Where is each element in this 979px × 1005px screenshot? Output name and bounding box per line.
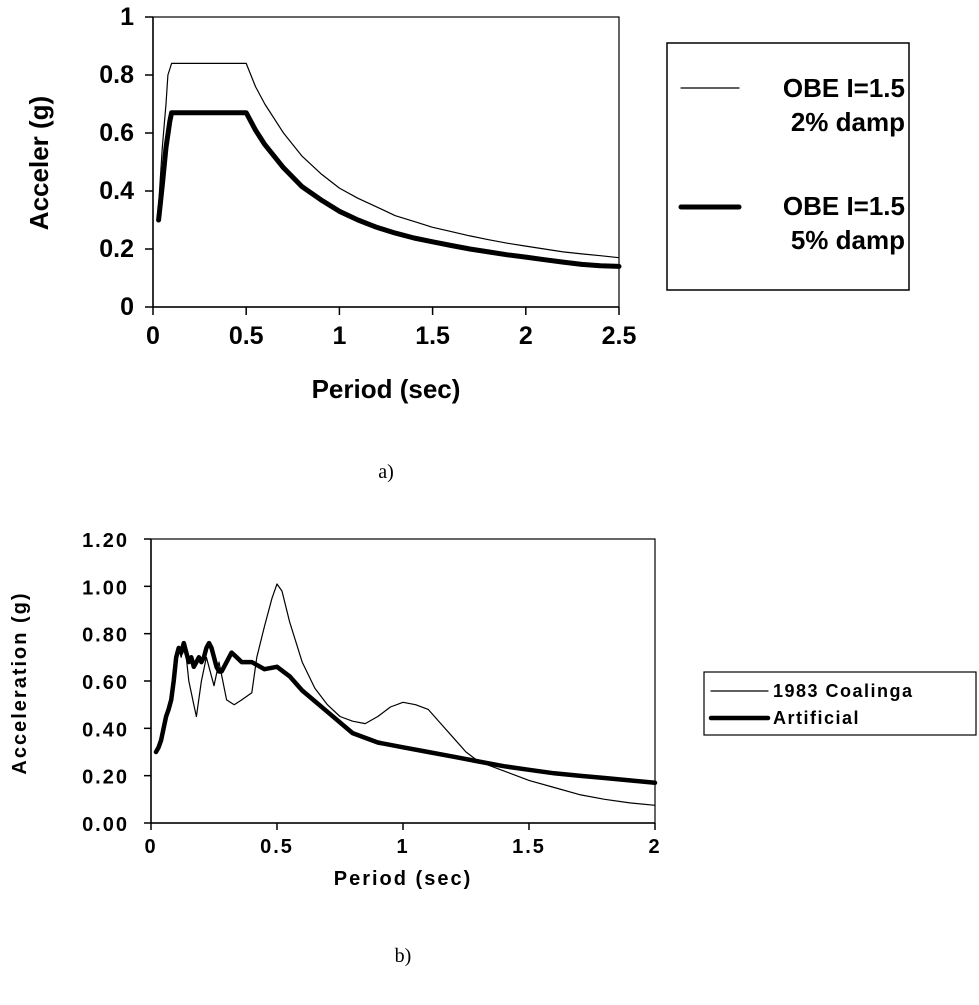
chart-a-y-tick-label: 0.8 (99, 61, 134, 89)
chart-a-x-tick-label: 1.5 (415, 322, 450, 350)
chart-a-y-tick-label: 0.6 (99, 119, 134, 147)
chart-a-x-tick-label: 2 (519, 322, 533, 350)
chart-b-y-tick-label: 0.40 (82, 719, 129, 741)
chart-b-legend-label-1: 1983 Coalinga (773, 681, 914, 701)
chart-a-y-tick-label: 1 (120, 3, 134, 31)
chart-a-legend: OBE I=1.5 2% damp OBE I=1.5 5% damp (666, 42, 910, 291)
chart-a-y-tick-label: 0.2 (99, 235, 134, 263)
chart-b-y-tick-label: 1.00 (82, 577, 129, 599)
chart-b-series-2-line (153, 640, 658, 786)
chart-b-legend-label-2: Artificial (773, 708, 860, 728)
chart-b-x-tick-label: 2 (648, 836, 661, 858)
chart-a-y-tick-label: 0 (120, 293, 134, 321)
chart-b-y-tick-label: 0.60 (82, 672, 129, 694)
chart-b-x-tick-label: 0 (144, 836, 157, 858)
chart-a-y-axis-title: Acceler (g) (24, 96, 54, 230)
chart-a-axes (152, 17, 619, 308)
chart-b-axes (150, 539, 655, 824)
chart-a-x-axis-title: Period (sec) (312, 374, 461, 404)
chart-b-series-1-line (155, 583, 656, 806)
chart-a-legend-box (666, 42, 910, 291)
chart-b: 0.00 0.20 0.40 0.60 0.80 1.00 1.20 0 0.5 1 1.5 2 Pe… (9, 530, 977, 967)
chart-a-x-tick-label: 2.5 (602, 322, 637, 350)
chart-a-plot-frame (152, 16, 620, 308)
chart-b-legend-box (703, 671, 977, 736)
chart-b-y-tick-label: 1.20 (82, 530, 129, 552)
chart-b-x-tick-label: 0.5 (260, 836, 294, 858)
chart-b-y-tick-label: 0.80 (82, 625, 129, 647)
chart-b-y-axis-title: Acceleration (g) (9, 591, 31, 774)
chart-a-x-tick-label: 0 (146, 322, 160, 350)
chart-a-x-tick-label: 0.5 (229, 322, 264, 350)
chart-b-plot-frame (150, 538, 656, 824)
chart-a: 00.20.40.60.810 0.5 1 1.5 2 2.5 Period (sec) … (24, 3, 910, 483)
chart-b-caption: b) (395, 945, 412, 967)
chart-a-x-tick-label: 1 (332, 322, 346, 350)
chart-b-y-tick-label: 0.00 (82, 814, 129, 836)
chart-b-legend: 1983 Coalinga Artificial (703, 671, 977, 736)
chart-b-x-tick-label: 1.5 (512, 836, 546, 858)
chart-a-series-1-line (158, 62, 620, 259)
chart-b-x-axis-title: Period (sec) (334, 868, 472, 890)
chart-a-legend-label-2: OBE I=1.5 (783, 191, 905, 221)
chart-a-series-2-line (156, 110, 622, 269)
chart-a-y-tick-label: 0.4 (99, 177, 134, 205)
chart-a-legend-label-1: OBE I=1.5 (783, 73, 905, 103)
chart-a-legend-label-2: 5% damp (791, 225, 905, 255)
chart-b-x-tick-label: 1 (396, 836, 409, 858)
chart-a-legend-label-1: 2% damp (791, 107, 905, 137)
chart-a-caption: a) (378, 461, 394, 483)
chart-b-y-tick-label: 0.20 (82, 767, 129, 789)
